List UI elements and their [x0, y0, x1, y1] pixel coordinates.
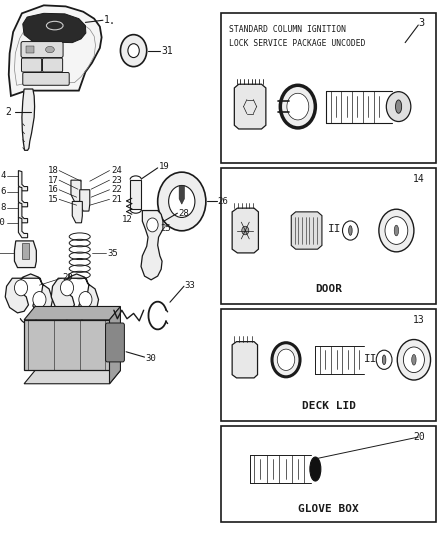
Polygon shape: [18, 203, 28, 223]
Polygon shape: [22, 89, 35, 150]
Text: 6: 6: [0, 188, 6, 196]
Circle shape: [79, 292, 92, 308]
Circle shape: [60, 280, 74, 296]
Circle shape: [376, 350, 392, 369]
Text: 33: 33: [185, 281, 196, 289]
Bar: [221, 309, 436, 421]
Circle shape: [280, 85, 315, 128]
Polygon shape: [80, 190, 90, 211]
Circle shape: [397, 340, 431, 380]
Polygon shape: [179, 185, 184, 204]
Polygon shape: [232, 342, 258, 378]
Text: 21: 21: [111, 195, 122, 204]
Text: 19: 19: [159, 163, 170, 171]
Text: 12: 12: [122, 215, 132, 224]
Circle shape: [128, 44, 139, 58]
Polygon shape: [130, 180, 141, 209]
Text: 20: 20: [413, 432, 425, 442]
Text: 24: 24: [111, 166, 122, 175]
Polygon shape: [18, 187, 28, 207]
Circle shape: [277, 349, 295, 370]
Circle shape: [158, 172, 206, 231]
Text: 10: 10: [0, 219, 6, 227]
Text: STANDARD COLUMN IGNITION: STANDARD COLUMN IGNITION: [229, 25, 346, 34]
Text: LOCK SERVICE PACKAGE UNCODED: LOCK SERVICE PACKAGE UNCODED: [229, 39, 366, 48]
Circle shape: [120, 35, 147, 67]
Polygon shape: [24, 370, 120, 384]
Ellipse shape: [310, 457, 321, 481]
Polygon shape: [24, 306, 120, 320]
Circle shape: [147, 218, 158, 232]
Polygon shape: [51, 274, 99, 316]
Text: 35: 35: [107, 249, 118, 257]
Bar: [221, 426, 436, 522]
Text: 2: 2: [5, 107, 11, 117]
Text: .: .: [109, 17, 114, 26]
Bar: [24, 320, 110, 370]
Text: 29: 29: [62, 273, 73, 281]
Polygon shape: [22, 243, 29, 259]
Polygon shape: [5, 274, 53, 316]
Text: GLOVE BOX: GLOVE BOX: [298, 504, 359, 514]
Text: 18: 18: [47, 166, 58, 175]
Polygon shape: [18, 171, 28, 191]
Circle shape: [242, 226, 249, 235]
Ellipse shape: [412, 354, 416, 365]
FancyBboxPatch shape: [21, 58, 42, 72]
Text: 4: 4: [0, 172, 6, 180]
Bar: [221, 168, 436, 304]
Ellipse shape: [382, 355, 386, 365]
Text: II: II: [328, 224, 342, 235]
FancyBboxPatch shape: [42, 58, 63, 72]
Circle shape: [385, 216, 408, 244]
Bar: [26, 46, 34, 53]
Circle shape: [386, 92, 411, 122]
Text: 25: 25: [160, 224, 171, 232]
Text: 8: 8: [0, 204, 6, 212]
Circle shape: [403, 347, 424, 373]
Polygon shape: [291, 212, 322, 249]
Text: 3: 3: [419, 18, 425, 28]
Text: 15: 15: [47, 195, 58, 204]
Circle shape: [33, 292, 46, 308]
Text: 14: 14: [413, 174, 425, 183]
Polygon shape: [141, 211, 163, 280]
Text: 17: 17: [47, 176, 58, 184]
Text: 16: 16: [47, 185, 58, 194]
Polygon shape: [71, 180, 81, 201]
Text: 28: 28: [178, 209, 189, 217]
Polygon shape: [234, 84, 266, 129]
FancyBboxPatch shape: [23, 72, 69, 85]
Text: 1: 1: [104, 15, 110, 25]
Text: 23: 23: [111, 176, 122, 184]
Circle shape: [343, 221, 358, 240]
Circle shape: [14, 280, 28, 296]
FancyBboxPatch shape: [21, 42, 63, 58]
Polygon shape: [18, 217, 28, 238]
Polygon shape: [9, 5, 102, 96]
Bar: [221, 13, 436, 163]
Circle shape: [272, 343, 300, 377]
Ellipse shape: [396, 100, 402, 114]
Circle shape: [287, 93, 309, 120]
Ellipse shape: [46, 46, 54, 53]
Polygon shape: [23, 13, 86, 43]
Text: DECK LID: DECK LID: [301, 401, 356, 411]
Ellipse shape: [394, 225, 399, 236]
Text: 13: 13: [413, 315, 425, 325]
Text: 31: 31: [161, 46, 173, 55]
Text: II: II: [364, 354, 378, 364]
Ellipse shape: [349, 225, 352, 236]
Polygon shape: [110, 306, 120, 384]
Polygon shape: [232, 208, 258, 253]
Text: 26: 26: [218, 197, 229, 206]
Polygon shape: [72, 201, 82, 223]
Polygon shape: [14, 241, 36, 268]
Text: 30: 30: [145, 354, 156, 362]
Text: 22: 22: [111, 185, 122, 194]
Text: DOOR: DOOR: [315, 284, 342, 294]
Circle shape: [169, 185, 195, 217]
FancyBboxPatch shape: [106, 323, 124, 362]
Circle shape: [379, 209, 414, 252]
